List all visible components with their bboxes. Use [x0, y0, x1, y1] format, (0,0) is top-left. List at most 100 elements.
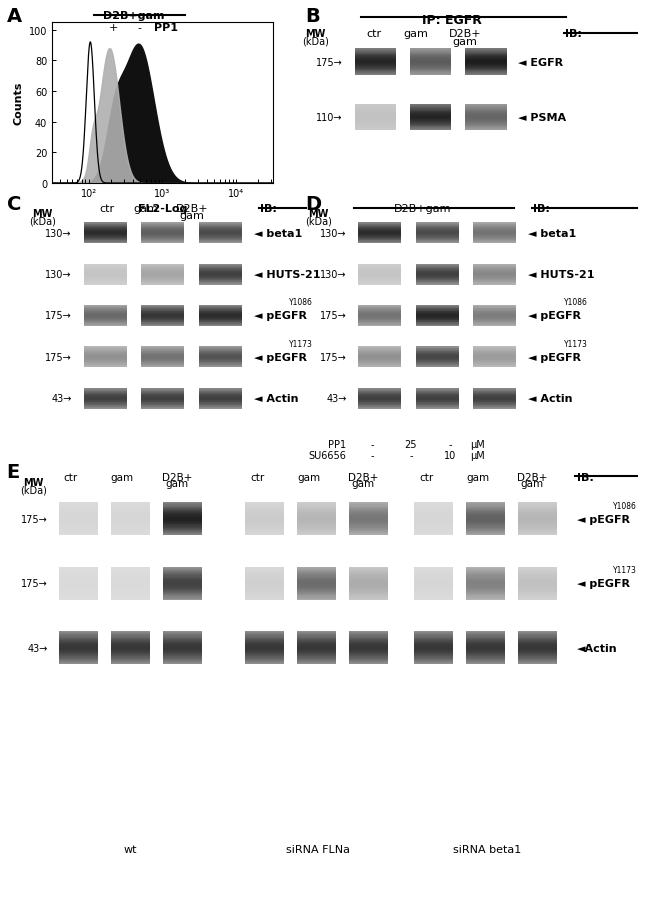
- Bar: [414, 648, 453, 649]
- Bar: [414, 639, 453, 641]
- Bar: [58, 529, 98, 530]
- Bar: [518, 508, 557, 509]
- Bar: [349, 519, 388, 520]
- Bar: [162, 594, 202, 595]
- Text: ◄ beta1: ◄ beta1: [254, 229, 302, 238]
- Bar: [58, 654, 98, 655]
- Bar: [162, 635, 202, 636]
- Bar: [466, 524, 505, 525]
- Bar: [245, 653, 284, 654]
- Bar: [245, 587, 284, 588]
- Bar: [518, 506, 557, 507]
- Text: 175→: 175→: [316, 58, 343, 67]
- Bar: [349, 507, 388, 508]
- Bar: [111, 508, 150, 509]
- Bar: [58, 641, 98, 642]
- Bar: [58, 580, 98, 582]
- Bar: [245, 571, 284, 572]
- Bar: [349, 658, 388, 659]
- Bar: [466, 635, 505, 636]
- Bar: [58, 523, 98, 524]
- Bar: [162, 580, 202, 582]
- Bar: [162, 568, 202, 569]
- Bar: [297, 584, 336, 585]
- Bar: [518, 573, 557, 574]
- Bar: [111, 655, 150, 657]
- Bar: [518, 643, 557, 644]
- Bar: [297, 653, 336, 654]
- Bar: [518, 654, 557, 655]
- Bar: [162, 598, 202, 599]
- Bar: [245, 516, 284, 517]
- Bar: [414, 658, 453, 659]
- Bar: [349, 514, 388, 515]
- Bar: [162, 655, 202, 657]
- Bar: [58, 535, 98, 536]
- Bar: [111, 639, 150, 641]
- Bar: [414, 578, 453, 579]
- Bar: [58, 572, 98, 573]
- Bar: [414, 598, 453, 599]
- Bar: [162, 510, 202, 512]
- Bar: [414, 635, 453, 636]
- Bar: [58, 531, 98, 532]
- Bar: [297, 652, 336, 653]
- Bar: [245, 594, 284, 595]
- Bar: [58, 661, 98, 663]
- Bar: [466, 567, 505, 568]
- Bar: [466, 510, 505, 512]
- Bar: [414, 525, 453, 526]
- Bar: [58, 507, 98, 508]
- Bar: [111, 649, 150, 650]
- Bar: [297, 660, 336, 661]
- Bar: [466, 573, 505, 574]
- Bar: [111, 583, 150, 584]
- Bar: [162, 516, 202, 517]
- Bar: [349, 572, 388, 573]
- Bar: [58, 573, 98, 574]
- Text: B: B: [306, 7, 320, 27]
- Bar: [518, 574, 557, 576]
- Bar: [58, 639, 98, 641]
- Bar: [111, 643, 150, 644]
- Bar: [245, 528, 284, 529]
- Bar: [162, 514, 202, 515]
- Text: ctr: ctr: [419, 472, 434, 482]
- Bar: [297, 638, 336, 639]
- Text: Y1173: Y1173: [613, 565, 637, 574]
- Bar: [518, 517, 557, 518]
- Bar: [414, 595, 453, 596]
- Bar: [162, 520, 202, 521]
- Bar: [297, 574, 336, 576]
- Bar: [111, 510, 150, 512]
- Bar: [162, 652, 202, 653]
- Bar: [162, 650, 202, 652]
- Bar: [414, 535, 453, 536]
- Bar: [349, 657, 388, 658]
- Text: 43→: 43→: [51, 394, 72, 403]
- Bar: [58, 520, 98, 521]
- Bar: [58, 590, 98, 591]
- Bar: [414, 509, 453, 510]
- Bar: [245, 573, 284, 574]
- Bar: [111, 654, 150, 655]
- Bar: [518, 527, 557, 528]
- Bar: [466, 589, 505, 590]
- Bar: [466, 599, 505, 600]
- Bar: [518, 589, 557, 590]
- Bar: [162, 595, 202, 596]
- Text: +: +: [109, 23, 118, 33]
- Bar: [58, 506, 98, 507]
- Bar: [349, 642, 388, 643]
- Text: 43→: 43→: [326, 394, 346, 403]
- Bar: [414, 577, 453, 578]
- Bar: [518, 585, 557, 587]
- Bar: [111, 660, 150, 661]
- Bar: [466, 648, 505, 649]
- Bar: [111, 527, 150, 528]
- Bar: [414, 654, 453, 655]
- Bar: [466, 534, 505, 535]
- Bar: [414, 652, 453, 653]
- Bar: [162, 574, 202, 576]
- Bar: [297, 658, 336, 659]
